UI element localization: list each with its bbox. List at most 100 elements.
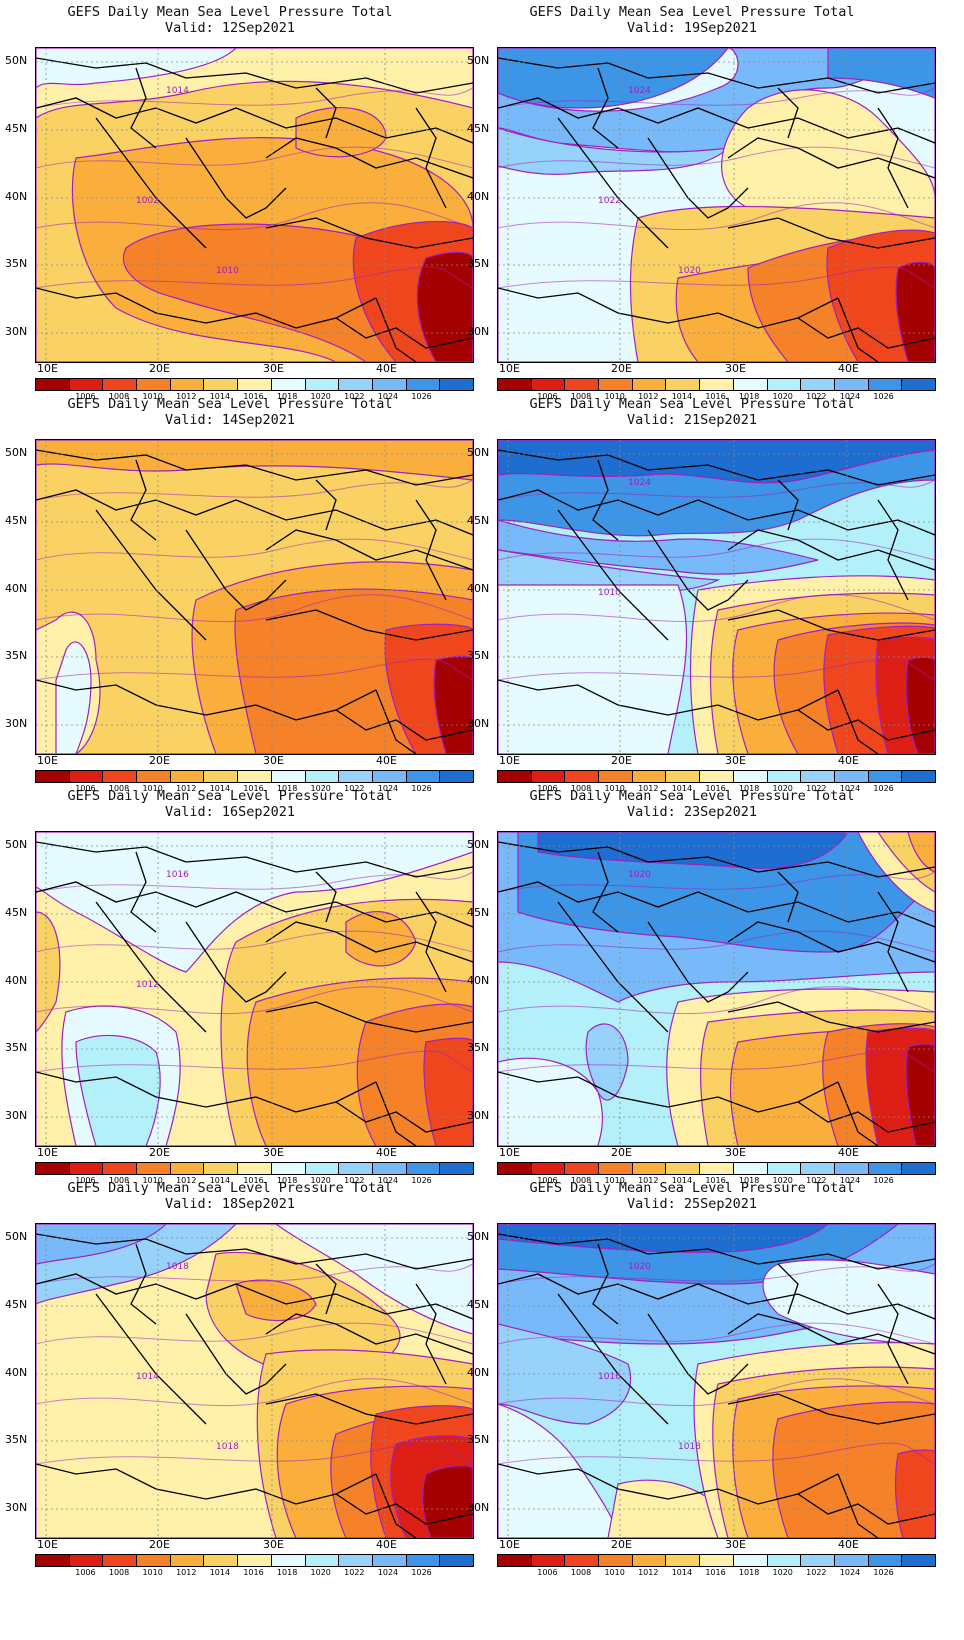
colorbar-swatch bbox=[632, 1163, 667, 1174]
coastline-border bbox=[415, 891, 447, 993]
pressure-map: 1024 1010 bbox=[497, 439, 936, 755]
colorbar-tick-label: 1024 bbox=[839, 1568, 861, 1577]
longitude-label: 40E bbox=[376, 362, 397, 375]
colorbar-swatch bbox=[531, 379, 566, 390]
latitude-label: 35N bbox=[467, 649, 490, 662]
colorbar-tick-label: 1008 bbox=[108, 392, 130, 401]
colorbar-tick-label: 1020 bbox=[310, 392, 331, 401]
pressure-contour-fill bbox=[827, 48, 935, 99]
colorbar-swatch bbox=[902, 1163, 935, 1174]
colorbar-swatch bbox=[834, 1555, 869, 1566]
isobar-label: 1022 bbox=[598, 196, 621, 206]
colorbar-swatch bbox=[372, 379, 407, 390]
colorbar-swatch bbox=[36, 1555, 70, 1566]
coastline-border bbox=[498, 489, 935, 536]
colorbar-swatch bbox=[498, 1555, 532, 1566]
coastline-border bbox=[647, 1313, 749, 1395]
isobar-label: 1024 bbox=[628, 86, 651, 96]
coastline-border bbox=[797, 709, 935, 741]
colorbar-swatch bbox=[440, 1163, 473, 1174]
isobar-line bbox=[498, 986, 935, 1015]
isobar-label: 1020 bbox=[628, 1262, 651, 1272]
map-canvas: 1020 bbox=[498, 832, 935, 1146]
colorbar-swatch bbox=[406, 379, 441, 390]
panel-title-main: GEFS Daily Mean Sea Level Pressure Total bbox=[67, 1180, 393, 1196]
latitude-label: 35N bbox=[5, 1041, 28, 1054]
colorbar bbox=[497, 378, 936, 391]
panel-title: GEFS Daily Mean Sea Level Pressure Total… bbox=[0, 396, 460, 428]
colorbar bbox=[35, 1554, 474, 1567]
latitude-label: 30N bbox=[467, 1501, 490, 1514]
colorbar-tick-label: 1008 bbox=[570, 1568, 592, 1577]
colorbar-tick-label: 1016 bbox=[243, 1568, 264, 1577]
longitude-label: 40E bbox=[838, 1146, 859, 1159]
pressure-contour-fill bbox=[895, 261, 935, 362]
pressure-contour-fill bbox=[498, 127, 730, 175]
isobar-line bbox=[498, 146, 935, 169]
colorbar-tick-label: 1024 bbox=[377, 1568, 399, 1577]
colorbar-tick-label: 1006 bbox=[537, 1176, 558, 1185]
coastline-border bbox=[315, 1263, 337, 1315]
isobar-label: 1020 bbox=[678, 266, 701, 276]
colorbar-swatch bbox=[69, 1163, 104, 1174]
colorbar-labels: 1006 1008 1010 1012 1014 1016 1018 1020 1022 1024… bbox=[35, 392, 472, 402]
colorbar-tick-label: 1022 bbox=[806, 784, 827, 793]
coastline-border bbox=[727, 1393, 935, 1425]
coastline-border bbox=[130, 459, 157, 541]
colorbar-tick-label: 1020 bbox=[310, 784, 331, 793]
coastline-border bbox=[415, 1283, 447, 1385]
longitude-label: 10E bbox=[499, 1538, 520, 1551]
colorbar-swatch bbox=[137, 1555, 171, 1566]
isobar-line bbox=[36, 266, 473, 289]
colorbar-swatch bbox=[666, 771, 701, 782]
pressure-contour-fill bbox=[905, 1043, 935, 1146]
coastline-border bbox=[265, 529, 473, 571]
longitude-label: 10E bbox=[499, 754, 520, 767]
longitude-label: 10E bbox=[499, 1146, 520, 1159]
coastline-border bbox=[265, 217, 473, 249]
latitude-label: 40N bbox=[467, 1366, 490, 1379]
latitude-label: 45N bbox=[467, 514, 490, 527]
colorbar-swatch bbox=[339, 379, 373, 390]
longitude-label: 10E bbox=[37, 754, 58, 767]
map-canvas bbox=[36, 440, 473, 754]
colorbar-swatch bbox=[137, 1163, 171, 1174]
colorbar-tick-label: 1016 bbox=[705, 1176, 726, 1185]
isobar-line bbox=[498, 266, 935, 289]
latitude-label: 40N bbox=[5, 190, 28, 203]
latitude-label: 30N bbox=[467, 1109, 490, 1122]
colorbar-swatch bbox=[238, 1555, 272, 1566]
map-panel: GEFS Daily Mean Sea Level Pressure Total… bbox=[462, 784, 936, 1185]
colorbar-swatch bbox=[868, 379, 903, 390]
colorbar-tick-label: 1024 bbox=[377, 1176, 399, 1185]
isobar-line bbox=[498, 930, 935, 953]
panel-title: GEFS Daily Mean Sea Level Pressure Total… bbox=[462, 788, 922, 820]
latitude-label: 35N bbox=[467, 1433, 490, 1446]
coastline-border bbox=[185, 1313, 287, 1395]
longitude-label: 20E bbox=[149, 754, 170, 767]
pressure-contour-fill bbox=[894, 1449, 935, 1538]
colorbar-labels: 1006 1008 1010 1012 1014 1016 1018 1020 1022 1024… bbox=[497, 1176, 934, 1186]
colorbar-tick-label: 1018 bbox=[276, 1176, 298, 1185]
latitude-label: 45N bbox=[5, 906, 28, 919]
colorbar bbox=[497, 770, 936, 783]
colorbar-swatch bbox=[666, 1555, 701, 1566]
colorbar-tick-label: 1014 bbox=[671, 392, 693, 401]
latitude-label: 45N bbox=[467, 906, 490, 919]
panel-title-main: GEFS Daily Mean Sea Level Pressure Total bbox=[529, 4, 855, 20]
colorbar-swatch bbox=[137, 771, 171, 782]
colorbar-tick-label: 1022 bbox=[344, 784, 365, 793]
map-panel: GEFS Daily Mean Sea Level Pressure Total… bbox=[462, 0, 936, 401]
colorbar-tick-label: 1024 bbox=[839, 1176, 861, 1185]
colorbar-tick-label: 1008 bbox=[570, 1176, 592, 1185]
coastline-border bbox=[36, 679, 377, 721]
colorbar-swatch bbox=[339, 1555, 373, 1566]
colorbar-swatch bbox=[204, 1555, 239, 1566]
colorbar-tick-label: 1008 bbox=[108, 1568, 130, 1577]
colorbar-swatch bbox=[700, 379, 734, 390]
isobar-label: 1014 bbox=[166, 86, 189, 96]
latitude-label: 40N bbox=[5, 974, 28, 987]
latitude-label: 45N bbox=[467, 122, 490, 135]
latitude-label: 50N bbox=[467, 54, 490, 67]
colorbar-tick-label: 1010 bbox=[142, 392, 163, 401]
